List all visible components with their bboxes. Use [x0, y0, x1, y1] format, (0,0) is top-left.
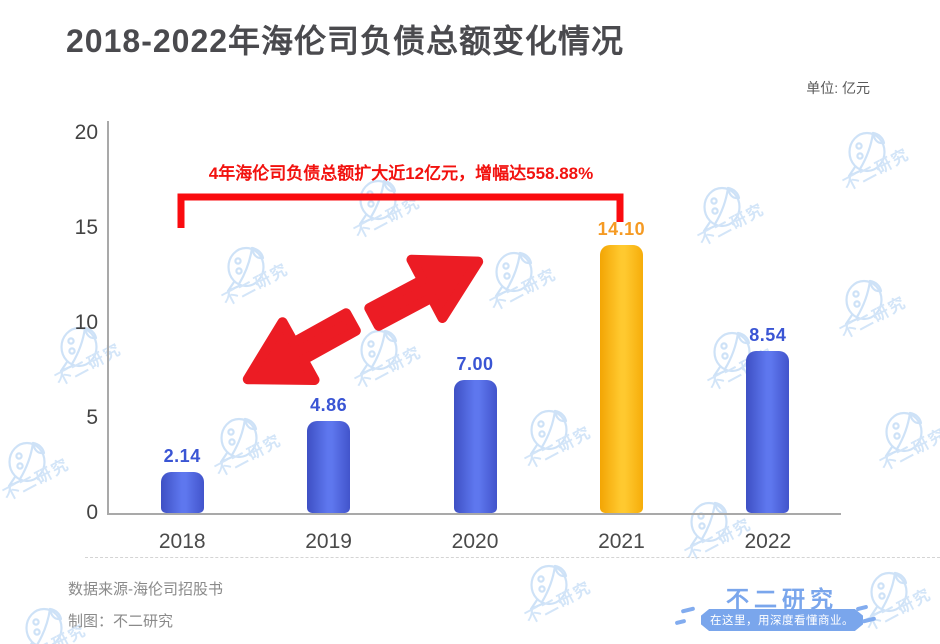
balloon-doodle-icon	[869, 571, 908, 618]
value-label-2018: 2.14	[163, 446, 201, 466]
balloon-doodle-icon	[884, 411, 923, 458]
watermark-text: 不二研究	[523, 578, 595, 628]
chart-credit-text: 制图：不二研究	[68, 613, 174, 630]
value-label-2020: 7.00	[456, 354, 494, 374]
balloon-doodle-icon	[529, 564, 568, 611]
balloon-doodle-icon	[847, 131, 886, 178]
page-title: 2018-2022年海伦司负债总额变化情况	[66, 23, 625, 59]
brand-dash-decor	[680, 606, 696, 614]
brand-watermark: 不二研究	[838, 273, 940, 368]
bar-2021	[599, 245, 643, 513]
brand-dash-decor	[855, 604, 869, 612]
brand-slogan: 在这里，用深度看懂商业。	[701, 609, 863, 631]
watermark-text: 不二研究	[841, 145, 913, 195]
y-tick-label-15: 15	[74, 216, 98, 239]
brand-logo-text: 不二研究	[726, 586, 838, 612]
brand-dash-decor	[861, 616, 877, 624]
balloon-doodle-icon	[844, 279, 883, 326]
footer-divider	[85, 557, 940, 558]
brand-dash-decor	[674, 618, 687, 626]
x-tick-label-2019: 2019	[305, 530, 352, 553]
y-tick-label-0: 0	[86, 501, 98, 524]
watermark-text: 不二研究	[838, 293, 910, 343]
bar-column-2020: 7.00 2020	[402, 133, 548, 553]
y-axis-line	[107, 121, 109, 514]
bar-2022	[746, 351, 790, 513]
value-label-2019: 4.86	[310, 395, 348, 415]
data-source-text: 数据来源-海伦司招股书	[68, 581, 223, 598]
bar-column-2018: 2.14 2018	[109, 133, 255, 553]
annotation-text: 4年海伦司负债总额扩大近12亿元，增幅达558.88%	[208, 164, 594, 183]
bar-column-2022: 8.54 2022	[695, 133, 841, 553]
bar-2018	[160, 472, 204, 513]
balloon-doodle-icon	[7, 441, 46, 488]
brand-watermark: 不二研究	[863, 565, 940, 644]
balloon-doodle-icon	[25, 607, 63, 644]
bar-2020	[453, 380, 497, 513]
x-tick-label-2020: 2020	[451, 530, 499, 553]
bar-column-2019: 4.86 2019	[255, 133, 401, 553]
bar-column-2021: 14.10 2021	[548, 133, 694, 553]
watermark-text: 不二研究	[878, 425, 940, 475]
x-tick-label-2021: 2021	[598, 530, 645, 553]
y-tick-label-20: 20	[74, 121, 98, 144]
value-label-2021: 14.10	[597, 219, 646, 239]
x-tick-label-2022: 2022	[744, 530, 792, 553]
x-axis-line	[107, 513, 841, 515]
brand-watermark: 不二研究	[523, 558, 646, 644]
watermark-text: 不二研究	[1, 455, 73, 505]
y-tick-label-10: 10	[74, 311, 98, 334]
brand-watermark: 不二研究	[878, 405, 940, 500]
bar-chart-plot-area: 2.14 2018 4.86 2019 7.00 2020 14.10 2021 8.54 202…	[109, 133, 841, 553]
bar-2019	[307, 421, 351, 513]
brand-watermark: 不二研究	[841, 125, 940, 220]
value-label-2022: 8.54	[749, 325, 787, 345]
y-tick-label-5: 5	[86, 406, 98, 429]
unit-label: 单位: 亿元	[806, 80, 870, 96]
watermark-text: 不二研究	[863, 585, 935, 635]
x-tick-label-2018: 2018	[158, 530, 206, 553]
